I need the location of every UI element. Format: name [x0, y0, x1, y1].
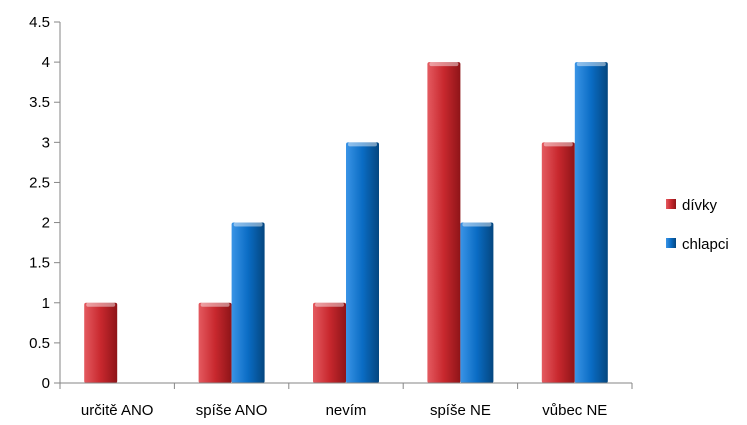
- x-tick-label: spíše NE: [430, 402, 491, 419]
- x-tick-label: určitě ANO: [81, 402, 154, 419]
- legend: dívky chlapci: [666, 197, 729, 253]
- bars: [84, 62, 608, 383]
- legend-label-divky: dívky: [682, 197, 718, 214]
- y-tick-label: 2: [42, 215, 50, 232]
- x-axis-ticks: určitě ANO spíše ANO nevím spíše NE vůbec NE: [59, 383, 633, 419]
- legend-swatch-divky: [666, 199, 676, 209]
- bar: [313, 302, 346, 383]
- x-tick-label: spíše ANO: [196, 402, 268, 419]
- bar: [460, 222, 494, 383]
- y-axis-ticks: 0 0.5 1 1.5 2 2.5 3 3.5 4 4.5: [29, 14, 60, 392]
- bar: [231, 222, 265, 383]
- legend-swatch-chlapci: [666, 238, 676, 248]
- bar: [574, 62, 608, 383]
- y-tick-label: 0.5: [29, 335, 50, 352]
- bar: [198, 302, 232, 383]
- y-tick-label: 3: [42, 134, 50, 151]
- y-tick-label: 2.5: [29, 174, 50, 191]
- legend-label-chlapci: chlapci: [682, 236, 729, 253]
- x-tick-label: nevím: [326, 402, 367, 419]
- y-tick-label: 1.5: [29, 255, 50, 272]
- y-tick-label: 1: [42, 295, 50, 312]
- y-tick-label: 4: [42, 54, 50, 71]
- bar: [541, 142, 575, 383]
- y-tick-label: 4.5: [29, 14, 50, 31]
- x-tick-label: vůbec NE: [542, 402, 607, 419]
- bar: [84, 302, 118, 383]
- bar: [346, 142, 379, 383]
- y-tick-label: 0: [42, 375, 50, 392]
- bar: [427, 62, 461, 383]
- y-tick-label: 3.5: [29, 94, 50, 111]
